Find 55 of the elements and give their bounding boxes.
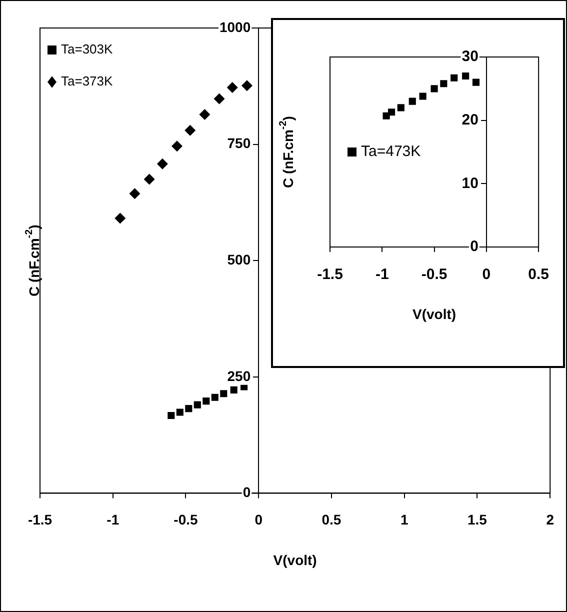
y-tick-label: 0: [470, 238, 478, 256]
legend-label: Ta=473K: [361, 143, 421, 160]
point: [129, 188, 140, 200]
point: [114, 212, 126, 224]
y-tick-label: 750: [227, 135, 251, 152]
x-tick-label: -1.5: [28, 511, 52, 528]
y-tick-label: 30: [462, 48, 478, 66]
point: [185, 405, 192, 412]
y-axis-title: C (nF.cm-2): [278, 116, 296, 188]
y-tick-label: 20: [462, 111, 478, 128]
x-tick-label: 0.5: [528, 266, 550, 284]
y-tick-label: 10: [462, 174, 478, 192]
point: [211, 394, 218, 401]
point: [220, 390, 228, 398]
x-tick-label: -1.5: [317, 266, 343, 284]
point: [144, 174, 155, 185]
point: [450, 74, 458, 82]
point: [408, 98, 416, 105]
x-axis-title: V(volt): [412, 306, 456, 322]
x-tick-label: 2: [546, 511, 554, 528]
point: [156, 158, 168, 170]
x-tick-label: 0: [482, 266, 491, 284]
point: [176, 408, 184, 416]
y-tick-label: 250: [227, 368, 251, 384]
point: [194, 401, 201, 408]
point: [462, 72, 470, 80]
x-tick-label: -1: [375, 266, 389, 284]
legend-label: Ta=303K: [61, 42, 114, 57]
point: [430, 85, 438, 92]
point: [397, 104, 404, 112]
point: [440, 80, 448, 88]
y-tick-label: 1000: [219, 18, 251, 35]
point: [241, 80, 252, 92]
point: [172, 140, 182, 152]
x-tick-label: -0.5: [421, 266, 448, 284]
point: [388, 108, 396, 116]
point: [472, 78, 480, 86]
x-tick-label: 1: [400, 511, 408, 528]
point: [230, 386, 238, 394]
point: [184, 124, 196, 136]
legend-label: Ta=373K: [61, 74, 114, 89]
x-axis-title: V(volt): [273, 552, 317, 568]
x-tick-label: 0: [254, 511, 263, 528]
x-tick-label: 1.5: [468, 511, 488, 528]
point: [419, 92, 426, 100]
point: [226, 82, 238, 94]
point: [199, 109, 210, 120]
y-tick-label: 0: [242, 484, 251, 500]
y-tick-label: 500: [227, 251, 251, 268]
point: [202, 398, 210, 405]
point: [214, 93, 225, 104]
point: [168, 412, 175, 420]
x-tick-label: 0.5: [322, 511, 342, 528]
x-tick-label: -1: [106, 511, 120, 528]
x-tick-label: -0.5: [174, 511, 198, 528]
